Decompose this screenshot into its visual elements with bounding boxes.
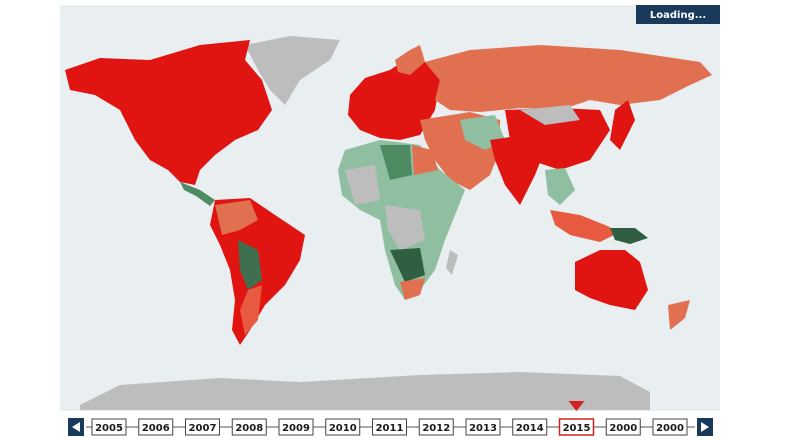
andes-north	[215, 200, 258, 235]
loading-label: Loading...	[650, 10, 706, 21]
year-box[interactable]	[91, 418, 127, 436]
year-box[interactable]	[418, 418, 454, 436]
year-box[interactable]	[512, 418, 548, 436]
australia	[575, 250, 648, 310]
year-box[interactable]	[558, 418, 595, 436]
japan	[610, 100, 635, 150]
year-label: 2011	[376, 423, 404, 434]
antarctica	[80, 372, 650, 410]
year-box[interactable]	[231, 418, 267, 436]
year-box[interactable]	[138, 418, 174, 436]
year-label: 2014	[516, 423, 544, 434]
north-america	[65, 40, 272, 185]
year-label: 2009	[282, 423, 310, 434]
madagascar	[446, 250, 458, 275]
central-america	[180, 182, 215, 206]
russia	[425, 45, 712, 112]
china	[505, 108, 610, 170]
selected-marker	[568, 401, 585, 411]
year-box[interactable]	[278, 418, 314, 436]
southern-africa	[390, 248, 425, 282]
year-box[interactable]	[465, 418, 501, 436]
scandinavia	[395, 45, 425, 75]
indochina	[545, 168, 575, 205]
year-label: 2012	[422, 423, 450, 434]
loading-box	[636, 5, 720, 24]
egypt-sudan	[412, 145, 438, 175]
year-label: 2000	[656, 423, 684, 434]
west-africa	[345, 165, 380, 205]
year-label: 2013	[469, 423, 497, 434]
year-label: 2000	[609, 423, 637, 434]
indonesia	[550, 210, 620, 242]
year-box[interactable]	[185, 418, 220, 436]
year-label: 2007	[189, 423, 217, 434]
europe	[348, 60, 440, 140]
year-box[interactable]	[372, 418, 407, 436]
year-box[interactable]	[325, 418, 361, 436]
argentina	[240, 285, 262, 335]
year-list: 2005 2006 2007 2008 2009 2010 2011 2012 2013 2014…	[91, 401, 688, 436]
year-box[interactable]	[652, 418, 688, 436]
year-label: 2006	[142, 423, 170, 434]
year-label: 2015	[563, 423, 591, 434]
greenland	[245, 36, 340, 105]
year-box[interactable]	[605, 418, 641, 436]
mongolia	[520, 105, 580, 125]
year-label: 2008	[235, 423, 263, 434]
year-label: 2005	[95, 423, 123, 434]
libya-algeria	[380, 145, 412, 180]
new-zealand	[668, 300, 690, 330]
south-africa	[400, 278, 425, 300]
new-guinea	[610, 228, 648, 244]
bolivia-paraguay	[238, 240, 262, 290]
prev-arrow	[72, 422, 80, 432]
year-label: 2010	[329, 423, 357, 434]
next-arrow	[701, 422, 709, 432]
central-africa	[385, 205, 425, 250]
